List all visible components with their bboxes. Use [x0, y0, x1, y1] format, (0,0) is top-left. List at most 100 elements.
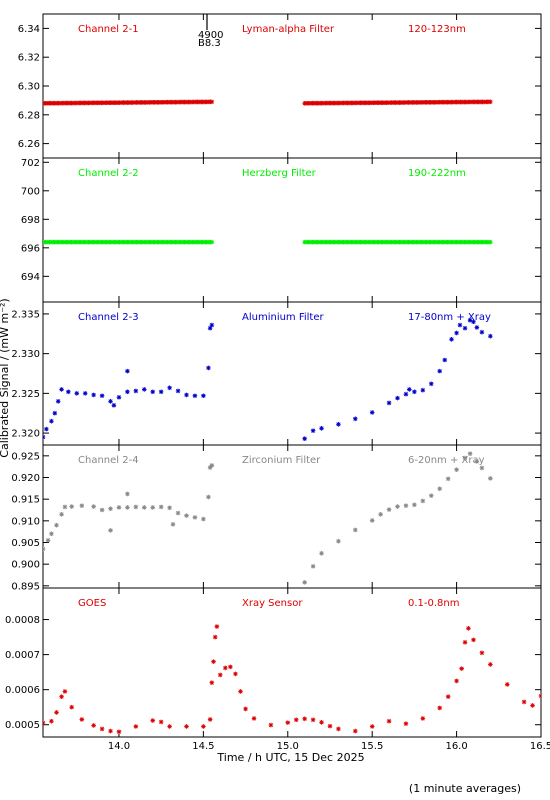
data-point: [228, 664, 233, 670]
panel-label: Aluminium Filter: [242, 312, 325, 323]
data-point: [79, 717, 85, 722]
data-point: [319, 426, 324, 431]
data-point: [251, 716, 257, 721]
data-point: [141, 387, 147, 392]
y-tick-label: 6.34: [18, 24, 40, 35]
data-points: [43, 624, 541, 735]
panel-label: Channel 2-1: [78, 24, 139, 35]
data-point: [43, 434, 46, 440]
data-point: [201, 516, 206, 522]
data-point: [310, 717, 316, 723]
panel-label: 0.1-0.8nm: [408, 598, 460, 609]
panel-frame: [42, 301, 542, 446]
data-point: [108, 728, 113, 734]
data-point: [466, 626, 471, 631]
panel-label: Herzberg Filter: [242, 168, 317, 179]
data-point: [471, 319, 476, 325]
data-point: [91, 723, 96, 728]
data-point: [82, 391, 88, 396]
data-point: [111, 402, 117, 408]
data-point: [310, 428, 316, 433]
x-axis-label: Time / h UTC, 15 Dec 2025: [216, 751, 364, 764]
data-point: [407, 387, 412, 392]
data-point: [167, 724, 172, 729]
panel-4: 0.895 0.900 0.905 0.910 0.915 0.920 0.925 Chann…: [11, 444, 542, 592]
data-point: [336, 726, 341, 732]
data-point: [412, 502, 417, 508]
data-point: [454, 467, 459, 472]
data-point: [99, 393, 105, 399]
panel-label: 190-222nm: [408, 168, 466, 179]
data-point: [150, 718, 156, 723]
x-tick-label: 15.0: [277, 741, 299, 752]
data-point: [133, 388, 139, 394]
data-point: [91, 504, 96, 509]
data-point: [43, 720, 46, 726]
data-point: [462, 455, 468, 461]
data-point: [167, 385, 172, 391]
data-point: [74, 391, 80, 396]
data-point: [158, 719, 164, 725]
data-point: [479, 465, 485, 471]
data-point: [69, 504, 74, 509]
y-tick-label: 6.30: [18, 82, 40, 93]
data-point: [437, 368, 443, 374]
data-point: [395, 504, 400, 509]
data-point: [133, 724, 139, 729]
data-point: [462, 325, 468, 331]
data-point: [538, 693, 541, 699]
data-point: [207, 717, 213, 722]
data-point: [462, 640, 468, 645]
data-point: [310, 564, 316, 569]
data-point: [285, 720, 291, 725]
panel-label: Channel 2-2: [78, 168, 139, 179]
data-point: [116, 395, 122, 400]
y-tick-label: 0.905: [11, 538, 40, 549]
data-point: [99, 726, 105, 732]
footnote: (1 minute averages): [409, 782, 521, 795]
data-point: [91, 392, 96, 398]
y-tick-label: 702: [21, 158, 40, 169]
data-point: [125, 491, 130, 497]
data-point: [302, 716, 307, 722]
data-point: [62, 504, 68, 510]
data-point: [386, 400, 392, 406]
panel-label: 17-80nm + Xray: [408, 312, 491, 323]
x-tick-label: 14.0: [108, 741, 130, 752]
panel-frame: [42, 13, 542, 159]
data-point: [49, 418, 54, 424]
data-point: [233, 671, 238, 677]
panel-frame: [42, 157, 542, 303]
data-point: [369, 724, 375, 729]
data-point: [454, 330, 459, 336]
data-point: [209, 463, 215, 468]
data-point: [474, 325, 480, 330]
y-tick-label: 6.26: [18, 139, 40, 150]
y-tick-label: 0.925: [11, 451, 40, 462]
data-point: [467, 317, 473, 323]
data-point: [49, 718, 54, 724]
data-point: [327, 723, 333, 729]
data-point: [386, 718, 392, 724]
data-point: [209, 680, 215, 685]
data-point: [302, 580, 307, 585]
data-point: [79, 503, 85, 508]
data-point: [428, 493, 434, 498]
data-points: [43, 317, 493, 441]
data-point: [158, 504, 164, 510]
data-point: [206, 365, 211, 371]
data-point: [211, 659, 216, 664]
panel-label: Lyman-alpha Filter: [242, 24, 335, 35]
data-point: [214, 624, 220, 629]
y-axis-label: Calibrated Signal / (mW m⁻²): [0, 298, 11, 457]
data-point: [209, 239, 215, 245]
data-point: [488, 239, 493, 245]
x-tick-label: 15.5: [361, 741, 383, 752]
event-marker-label-1: 4900: [198, 30, 223, 41]
data-point: [55, 399, 61, 404]
data-point: [521, 699, 527, 705]
data-point: [108, 506, 113, 511]
y-tick-label: 2.335: [11, 309, 40, 320]
panel-label: 6-20nm + Xray: [408, 455, 485, 466]
data-point: [175, 388, 181, 394]
